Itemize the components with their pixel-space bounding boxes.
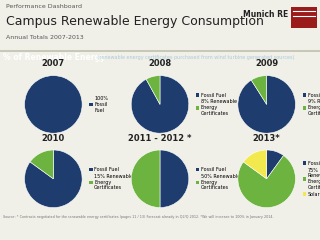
Wedge shape <box>160 150 189 208</box>
Wedge shape <box>244 150 267 179</box>
Title: 2007: 2007 <box>42 59 65 68</box>
Text: Campus Renewable Energy Consumption: Campus Renewable Energy Consumption <box>6 15 264 28</box>
Legend: Fossil Fuel, 75%
Renewable
Energy
Certificates, Solar: Fossil Fuel, 75% Renewable Energy Certif… <box>303 161 320 197</box>
Wedge shape <box>238 156 295 208</box>
Text: Munich RE: Munich RE <box>243 10 288 19</box>
Legend: 100%
Fossil
Fuel: 100% Fossil Fuel <box>89 96 108 113</box>
Title: 2011 - 2012 *: 2011 - 2012 * <box>128 134 192 143</box>
Legend: Fossil Fuel, 50% Renewable
Energy
Certificates: Fossil Fuel, 50% Renewable Energy Certif… <box>196 167 240 191</box>
Wedge shape <box>25 150 82 208</box>
Text: Annual Totals 2007-2013: Annual Totals 2007-2013 <box>6 35 84 40</box>
Title: 2008: 2008 <box>148 59 172 68</box>
Text: (renewable energy certificates purchased from wind turbine generated sources): (renewable energy certificates purchased… <box>96 55 294 60</box>
Text: Performance Dashboard: Performance Dashboard <box>6 4 83 9</box>
Wedge shape <box>251 76 267 104</box>
Bar <box>291 6 317 28</box>
Wedge shape <box>25 76 82 133</box>
Wedge shape <box>238 76 295 133</box>
Wedge shape <box>131 150 160 208</box>
Title: 2009: 2009 <box>255 59 278 68</box>
Text: % of Renewable Energy: % of Renewable Energy <box>3 53 105 62</box>
Wedge shape <box>131 76 189 133</box>
Title: 2010: 2010 <box>42 134 65 143</box>
Legend: Fossil Fuel, 9% Renewable
Energy
Certificates: Fossil Fuel, 9% Renewable Energy Certifi… <box>303 93 320 116</box>
Wedge shape <box>30 150 53 179</box>
Legend: Fossil Fuel, 8% Renewable
Energy
Certificates: Fossil Fuel, 8% Renewable Energy Certifi… <box>196 93 237 116</box>
Wedge shape <box>267 150 284 179</box>
Text: Source: * Contracts negotiated for the renewable energy certificates (pages 11 /: Source: * Contracts negotiated for the r… <box>3 215 274 219</box>
Legend: Fossil Fuel, 15% Renewable
Energy
Certificates: Fossil Fuel, 15% Renewable Energy Certif… <box>89 167 133 191</box>
Wedge shape <box>146 76 160 104</box>
Title: 2013*: 2013* <box>253 134 281 143</box>
